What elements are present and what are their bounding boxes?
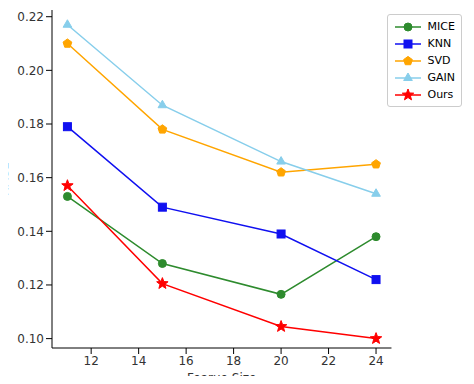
svg-text:24: 24 — [368, 354, 383, 368]
svg-text:16: 16 — [178, 354, 193, 368]
svg-text:0.16: 0.16 — [17, 171, 44, 185]
svg-text:20: 20 — [273, 354, 288, 368]
html-text:MICE: MICE — [427, 20, 455, 33]
html-text:GAIN: GAIN — [427, 71, 455, 84]
svg-text:0.14: 0.14 — [17, 225, 44, 239]
html-text:KNN: KNN — [427, 37, 452, 50]
svg-text:0.22: 0.22 — [17, 10, 44, 24]
svg-text:0.10: 0.10 — [17, 332, 44, 346]
svg-text:18: 18 — [226, 354, 241, 368]
svg-text:12: 12 — [84, 354, 99, 368]
svg-text:0.18: 0.18 — [17, 117, 44, 131]
html-text:Ours: Ours — [427, 88, 454, 101]
svg-text:22: 22 — [321, 354, 336, 368]
svg-text:RMSE: RMSE — [8, 162, 11, 196]
svg-text:0.20: 0.20 — [17, 64, 44, 78]
html-text:SVD: SVD — [427, 54, 451, 67]
svg-text:Fearue Size: Fearue Size — [187, 371, 256, 376]
svg-text:0.12: 0.12 — [17, 278, 44, 292]
svg-text:14: 14 — [131, 354, 146, 368]
